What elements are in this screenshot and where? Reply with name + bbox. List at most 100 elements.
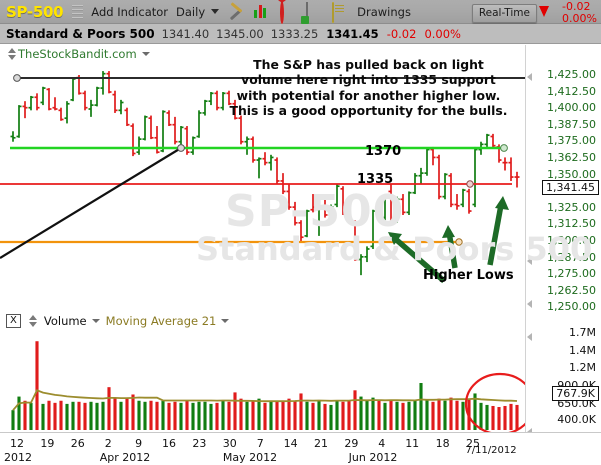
source-label[interactable]: TheStockBandit.com [18,47,137,61]
volume-bar [305,401,309,430]
volume-bar [149,400,153,430]
price-axis-label: 1,312.50 [547,217,596,231]
ohlc-bar [100,71,106,95]
black-trendline[interactable] [0,147,182,259]
date-axis-day: 18 [435,437,450,450]
symbol-tag[interactable]: SP-500 [6,2,64,21]
ohlc-bar [220,92,226,111]
price-axis-label: 1,287.50 [547,250,596,264]
ohlc-bar [304,209,310,238]
price-axis-label: 1,400.00 [547,101,596,115]
volume-panel-header: X Volume Moving Average 21 [6,314,230,328]
volume-bar [311,402,315,430]
notes-icon[interactable] [332,2,349,23]
volume-bar [65,403,69,430]
ohlc-bar [58,107,64,121]
volume-bar [35,341,39,430]
price-axis-label: 1,325.00 [547,200,596,214]
volume-bar [281,401,285,430]
axis-scroll-icon[interactable] [527,300,532,308]
chevron-down-icon[interactable] [221,319,230,323]
volume-bar [221,400,225,430]
volume-bar [365,400,369,430]
timeframe-selector[interactable]: Daily [176,4,206,19]
quote-bar: Standard & Poors 500 1341.40 1345.00 133… [0,24,601,44]
higher-lows-arrow-1[interactable] [388,232,446,284]
volume-bar [497,407,501,430]
higher-lows-arrows[interactable] [388,196,509,284]
volume-overlay-label[interactable]: Moving Average 21 [105,314,217,328]
alarm-icon[interactable] [280,1,297,24]
trendline-handle[interactable] [177,144,185,152]
volume-axis-label: 1.2M [569,361,596,374]
volume-bar [431,401,435,430]
higher-lows-arrow-3[interactable] [487,196,509,266]
date-axis-day: 12 [10,437,24,450]
volume-bar [41,403,45,430]
bars-icon[interactable] [254,3,271,20]
ohlc-bar [454,194,460,210]
volume-bar [191,402,195,430]
date-axis-month: Jun 2012 [348,451,398,464]
volume-bar [131,394,135,430]
chart-annotation-text: The S&P has pulled back on light volume … [229,57,508,118]
volume-title[interactable]: Volume [43,314,87,328]
price-axis-label: 1,275.00 [547,267,596,281]
ohlc-bar [196,110,202,138]
grip-icon[interactable] [72,4,84,19]
ohlc-bar [178,126,184,145]
volume-bar [83,402,87,430]
volume-bar [329,404,333,430]
volume-bar [209,403,213,430]
instrument-name: Standard & Poors 500 [6,26,155,41]
volume-bar [89,401,93,430]
chevron-down-icon[interactable] [91,319,100,323]
resistance-label: 1370 [365,144,402,159]
ohlc-bar [400,194,406,215]
ohlc-bar [376,204,382,221]
volume-axis-highlight: 767.9K [552,386,599,401]
volume-bar [245,401,249,430]
ohlc-bar [46,88,52,111]
date-axis-day: 16 [162,437,176,450]
quote-last: 1341.45 [326,26,379,41]
support-label: 1335 [357,172,394,187]
updown-arrow-icon[interactable] [28,315,38,327]
volume-bar [197,401,201,430]
toolbar: SP-500 Add Indicator Daily Drawings Real… [0,0,601,25]
ohlc-bar [442,173,448,200]
realtime-button[interactable]: Real-Time [471,4,537,23]
source-row[interactable]: TheStockBandit.com [6,47,150,61]
ohlc-bar [28,95,34,111]
volume-axis-label: 400.0K [557,413,596,426]
chevron-down-icon[interactable] [141,52,150,56]
ohlc-bar [430,146,436,166]
ohlc-bar [346,204,352,223]
realtime-change-pct: 0.00% [562,12,597,25]
ohlc-bar [238,115,244,145]
drawings-button[interactable]: Drawings [357,4,411,19]
ohlc-bars [10,71,520,276]
ohlc-bar [436,154,442,200]
close-icon[interactable]: X [6,314,21,328]
volume-bar [491,405,495,430]
volume-bar [353,390,357,430]
add-indicator-button[interactable]: Add Indicator [91,4,169,19]
date-axis-day: 23 [192,437,207,450]
volume-bar [503,405,507,430]
orange-line-handle[interactable] [455,238,463,246]
ohlc-bar [484,133,490,147]
calendar-add-icon[interactable] [306,2,323,23]
date-axis-day: 25 [466,437,480,450]
updown-arrow-icon[interactable] [6,48,16,60]
support-handle[interactable] [466,180,474,188]
resistance-handle[interactable] [500,144,508,152]
line-handle-left[interactable] [13,74,21,82]
volume-bar [509,403,513,430]
chevron-down-icon[interactable] [211,9,220,14]
ohlc-bar [232,99,238,120]
higher-lows-arrow-2[interactable] [442,225,458,269]
chart-overlay-lines [0,74,533,259]
price-axis-highlight: 1,341.45 [542,180,599,196]
